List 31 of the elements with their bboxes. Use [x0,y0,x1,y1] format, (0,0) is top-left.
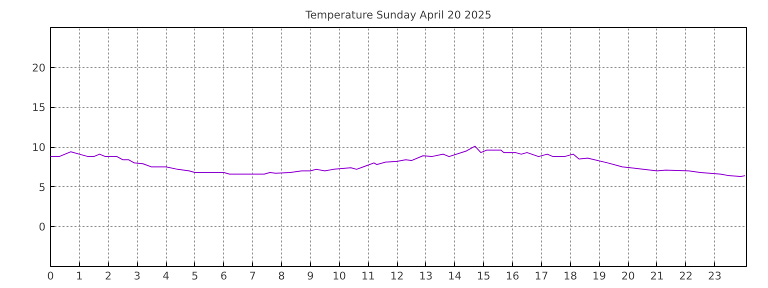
x-tick-label: 2 [104,270,112,282]
x-tick-label: 14 [448,270,462,282]
y-tick-label: 5 [38,180,46,194]
x-tick-label: 10 [332,270,346,282]
x-tick-label: 9 [307,270,314,282]
y-tick-label: 15 [32,101,46,114]
x-tick-label: 16 [506,270,520,282]
x-tick-label: 21 [650,270,664,282]
x-tick-label: 20 [621,270,636,282]
y-tick-label: 10 [32,141,46,154]
x-tick-label: 22 [679,270,693,282]
x-tick-label: 11 [361,270,375,282]
y-tick-label: 0 [38,220,46,234]
x-tick-label: 6 [220,270,228,282]
x-tick-label: 8 [278,270,286,282]
x-tick-label: 17 [534,270,548,282]
x-tick-label: 12 [390,270,404,282]
x-tick-label: 0 [47,270,54,282]
x-tick-label: 19 [592,270,606,282]
x-tick-label: 18 [564,270,578,282]
line-series [50,146,746,177]
x-tick-label: 7 [249,270,256,282]
x-tick-label: 4 [162,270,170,282]
x-tick-label: 15 [476,270,490,282]
x-tick-label: 5 [192,270,198,282]
y-tick-label: 20 [32,61,46,74]
x-tick-label: 1 [76,270,83,282]
chart-title: Temperature Sunday April 20 2025 [304,8,492,22]
x-tick-label: 23 [708,270,722,282]
x-tick-label: 13 [419,270,433,282]
x-tick-label: 3 [134,270,141,282]
